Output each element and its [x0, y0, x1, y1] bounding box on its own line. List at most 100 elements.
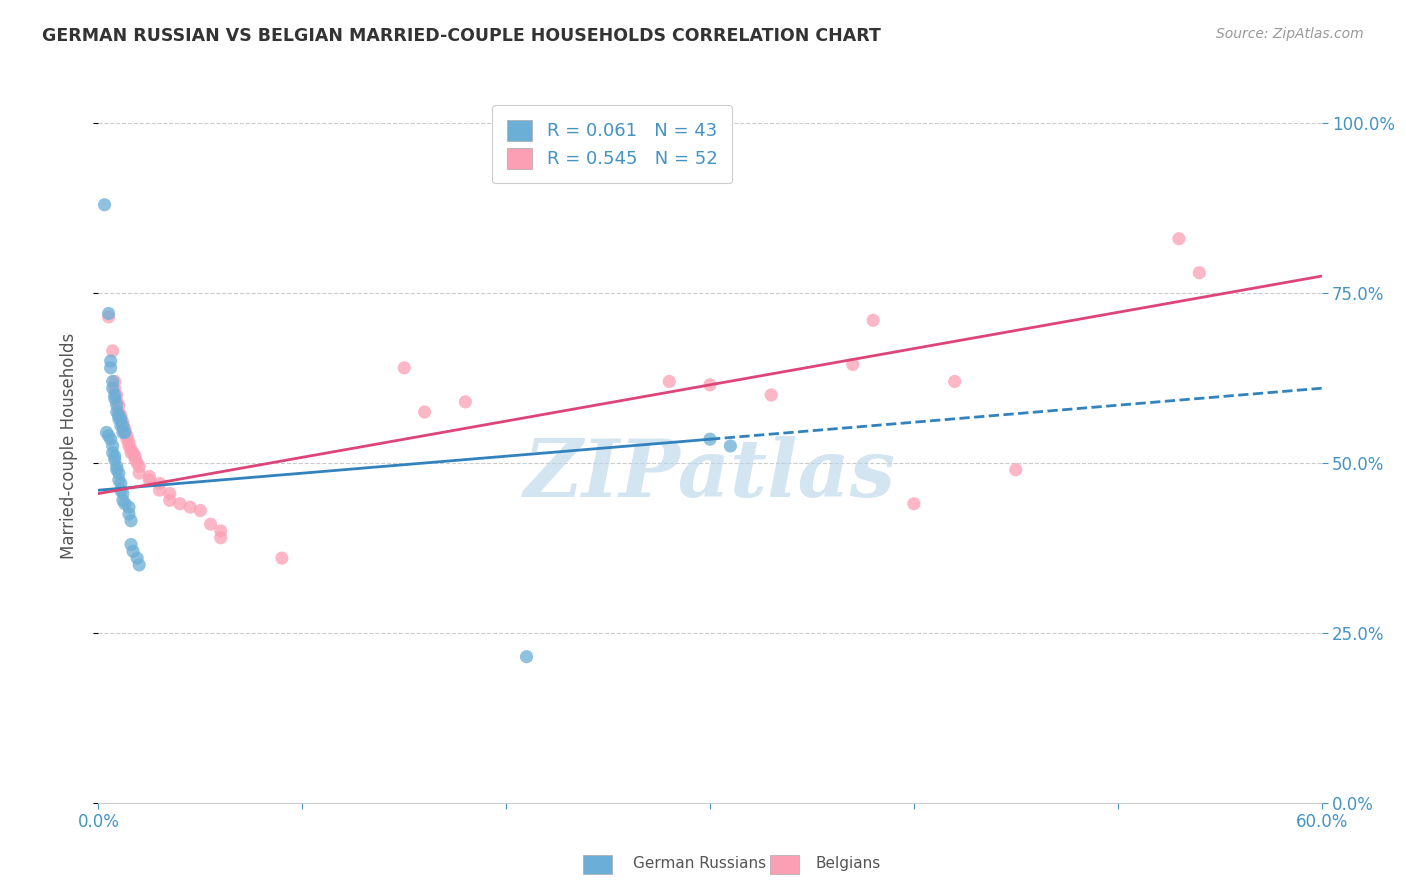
- Point: [149, 483, 172, 498]
- Point: [118, 435, 141, 450]
- Point: [169, 497, 191, 511]
- Point: [93, 198, 115, 212]
- Point: [1188, 266, 1211, 280]
- Point: [110, 412, 132, 426]
- Point: [658, 375, 681, 389]
- Point: [124, 449, 146, 463]
- Point: [841, 358, 863, 372]
- Point: [124, 452, 146, 467]
- Point: [110, 409, 132, 423]
- Point: [118, 439, 141, 453]
- Point: [149, 476, 172, 491]
- Point: [97, 429, 120, 443]
- Point: [122, 544, 145, 558]
- Legend: R = 0.061   N = 43, R = 0.545   N = 52: R = 0.061 N = 43, R = 0.545 N = 52: [492, 105, 733, 183]
- Point: [115, 429, 138, 443]
- Text: Source: ZipAtlas.com: Source: ZipAtlas.com: [1216, 27, 1364, 41]
- Point: [110, 483, 132, 498]
- Point: [111, 418, 134, 433]
- Point: [128, 466, 150, 480]
- Point: [108, 398, 131, 412]
- Point: [270, 551, 294, 566]
- Point: [862, 313, 884, 327]
- Point: [720, 439, 742, 453]
- Point: [100, 360, 122, 375]
- Point: [516, 649, 538, 664]
- Point: [111, 415, 134, 429]
- Point: [454, 394, 477, 409]
- Point: [104, 452, 127, 467]
- Text: Belgians: Belgians: [815, 856, 880, 871]
- Point: [122, 446, 145, 460]
- Point: [903, 497, 925, 511]
- Point: [105, 463, 128, 477]
- Point: [105, 398, 128, 412]
- Point: [159, 486, 181, 500]
- Point: [138, 473, 160, 487]
- Point: [1004, 463, 1026, 477]
- Text: ZIPatlas: ZIPatlas: [524, 436, 896, 513]
- Point: [101, 381, 124, 395]
- Point: [100, 354, 122, 368]
- Point: [118, 500, 141, 515]
- Point: [104, 388, 127, 402]
- Point: [108, 466, 131, 480]
- Point: [120, 446, 142, 460]
- Point: [105, 388, 128, 402]
- Point: [128, 459, 150, 474]
- Point: [104, 375, 127, 389]
- Point: [108, 409, 131, 423]
- Point: [200, 517, 222, 532]
- Point: [111, 493, 134, 508]
- Point: [392, 360, 416, 375]
- Point: [699, 432, 721, 446]
- Point: [761, 388, 783, 402]
- Point: [127, 456, 149, 470]
- Point: [114, 425, 136, 440]
- Point: [101, 375, 124, 389]
- Point: [120, 537, 142, 551]
- Point: [114, 425, 136, 440]
- Point: [209, 531, 232, 545]
- Point: [1167, 232, 1189, 246]
- Point: [111, 486, 134, 500]
- Y-axis label: Married-couple Households: Married-couple Households: [59, 333, 77, 559]
- Point: [209, 524, 232, 538]
- Point: [105, 394, 128, 409]
- Point: [115, 432, 138, 446]
- Point: [138, 469, 160, 483]
- Point: [101, 343, 124, 358]
- Point: [100, 432, 122, 446]
- Point: [159, 493, 181, 508]
- Text: German Russians: German Russians: [633, 856, 766, 871]
- Point: [104, 392, 127, 406]
- Point: [101, 446, 124, 460]
- Point: [111, 418, 134, 433]
- Point: [188, 503, 212, 517]
- Point: [413, 405, 436, 419]
- Point: [127, 551, 149, 566]
- Point: [108, 412, 131, 426]
- Point: [104, 381, 127, 395]
- Point: [110, 418, 132, 433]
- Point: [118, 507, 141, 521]
- Point: [114, 422, 136, 436]
- Point: [97, 306, 120, 320]
- Point: [104, 449, 127, 463]
- Point: [110, 412, 132, 426]
- Text: GERMAN RUSSIAN VS BELGIAN MARRIED-COUPLE HOUSEHOLDS CORRELATION CHART: GERMAN RUSSIAN VS BELGIAN MARRIED-COUPLE…: [42, 27, 882, 45]
- Point: [97, 310, 120, 324]
- Point: [128, 558, 150, 572]
- Point: [114, 497, 136, 511]
- Point: [105, 459, 128, 474]
- Point: [179, 500, 201, 515]
- Point: [108, 405, 131, 419]
- Point: [108, 473, 131, 487]
- Point: [101, 439, 124, 453]
- Point: [120, 442, 142, 457]
- Point: [96, 425, 118, 440]
- Point: [699, 377, 721, 392]
- Point: [105, 405, 128, 419]
- Point: [943, 375, 966, 389]
- Point: [120, 514, 142, 528]
